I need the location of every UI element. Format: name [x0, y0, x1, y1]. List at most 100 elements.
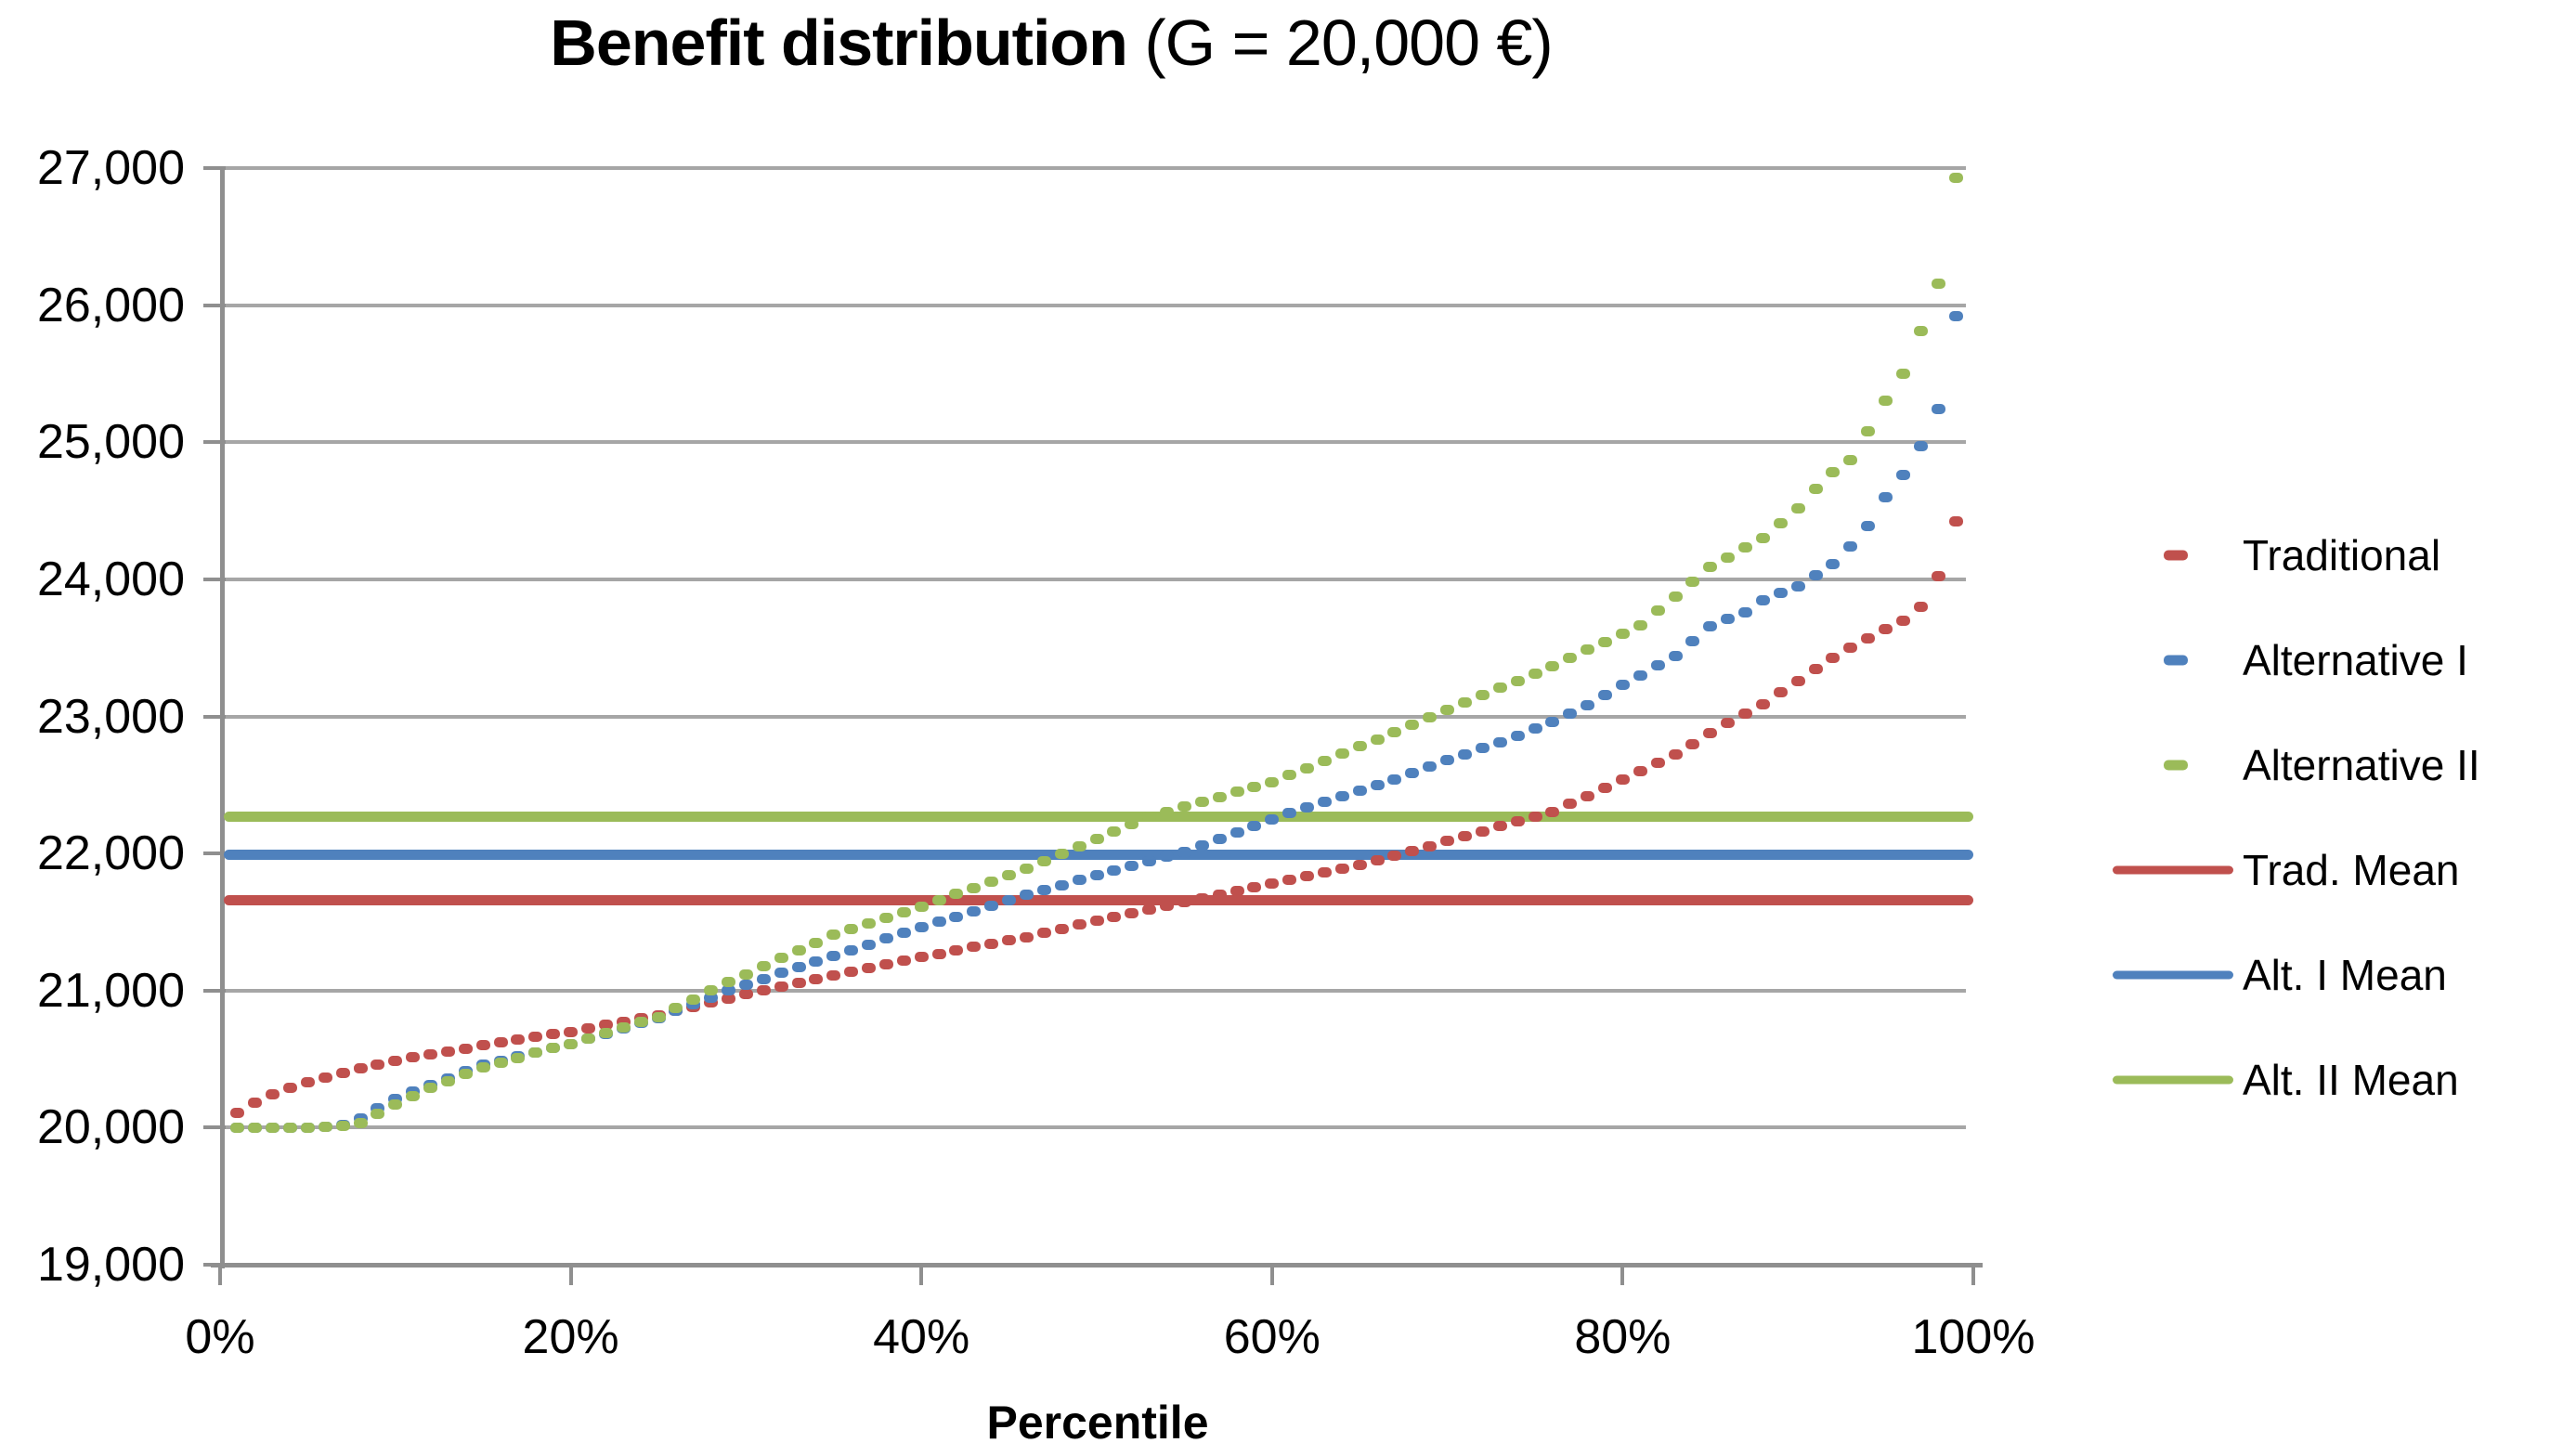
series-point-alternative-i: [1405, 767, 1420, 778]
legend-label: Alt. II Mean: [2243, 1056, 2459, 1104]
series-point-traditional: [1650, 758, 1665, 769]
series-point-traditional: [423, 1048, 438, 1060]
chart-title-units: (G = 20,000 €): [1126, 6, 1553, 79]
x-tick-label-0: 0%: [185, 1310, 255, 1364]
legend-label: Alternative I: [2243, 636, 2468, 684]
legend-dash-marker-icon: [2164, 760, 2188, 771]
series-point-alternative-i: [1089, 870, 1104, 881]
series-point-alternative-i: [1808, 569, 1823, 580]
series-point-alternative-i: [1721, 614, 1736, 625]
series-point-alternative-i: [826, 950, 841, 961]
series-point-alternative-i: [1931, 404, 1945, 415]
legend-label: Trad. Mean: [2243, 846, 2460, 894]
series-point-traditional: [1036, 928, 1051, 939]
series-point-traditional: [1633, 766, 1647, 777]
series-point-alternative-ii: [1142, 812, 1157, 823]
gridline-24000: [220, 577, 1966, 581]
series-point-alternative-i: [1843, 540, 1858, 552]
series-point-traditional: [283, 1083, 298, 1094]
series-point-alternative-ii: [791, 944, 806, 956]
series-point-alternative-i: [1387, 774, 1402, 785]
series-point-alternative-ii: [335, 1120, 350, 1131]
series-point-alternative-ii: [1405, 719, 1420, 730]
series-point-alternative-ii: [1247, 782, 1262, 793]
series-point-alternative-ii: [1036, 855, 1051, 866]
series-point-alternative-ii: [738, 968, 753, 980]
series-point-alternative-ii: [1229, 786, 1244, 798]
series-point-alternative-i: [1142, 856, 1157, 867]
series-point-alternative-i: [1598, 690, 1613, 701]
series-point-traditional: [458, 1043, 473, 1054]
y-tick-label-27000: 27,000: [36, 141, 185, 195]
series-point-alternative-ii: [984, 876, 999, 887]
y-tick-22000: [203, 852, 226, 856]
y-tick-label-24000: 24,000: [36, 552, 185, 606]
series-point-alternative-i: [756, 973, 771, 984]
series-point-traditional: [1738, 708, 1753, 720]
series-point-alternative-ii: [511, 1052, 526, 1063]
series-point-alternative-i: [914, 922, 929, 933]
series-point-traditional: [1282, 875, 1297, 886]
gridline-21000: [220, 988, 1966, 993]
series-point-traditional: [300, 1077, 315, 1088]
series-point-alternative-ii: [266, 1122, 280, 1133]
series-point-traditional: [1334, 864, 1349, 875]
series-point-alternative-i: [1002, 894, 1017, 905]
series-point-traditional: [528, 1032, 543, 1043]
series-point-alternative-ii: [809, 937, 824, 948]
series-point-traditional: [1440, 836, 1455, 847]
series-point-alternative-i: [1826, 559, 1841, 570]
series-point-traditional: [616, 1016, 631, 1027]
series-point-traditional: [1598, 782, 1613, 793]
series-point-traditional: [1808, 664, 1823, 675]
series-point-alternative-i: [1352, 785, 1367, 796]
series-point-alternative-i: [878, 933, 893, 944]
series-point-alternative-ii: [914, 902, 929, 913]
series-point-alternative-ii: [1002, 869, 1017, 880]
series-point-alternative-i: [1633, 670, 1647, 681]
series-point-traditional: [1826, 652, 1841, 663]
series-point-traditional: [1563, 799, 1578, 810]
series-point-traditional: [1229, 886, 1244, 897]
series-point-traditional: [949, 944, 964, 956]
series-point-alternative-ii: [1843, 454, 1858, 465]
series-point-alternative-ii: [1948, 172, 1963, 183]
series-point-traditional: [774, 981, 788, 992]
series-point-alternative-ii: [1160, 806, 1175, 817]
series-point-alternative-i: [862, 939, 877, 950]
series-point-traditional: [738, 988, 753, 999]
series-point-traditional: [1721, 718, 1736, 729]
series-point-traditional: [1843, 643, 1858, 654]
x-axis-title: Percentile: [986, 1397, 1209, 1449]
series-point-alternative-ii: [1125, 819, 1139, 830]
y-tick-27000: [203, 166, 226, 170]
series-point-alternative-ii: [1598, 636, 1613, 647]
y-tick-21000: [203, 988, 226, 993]
series-point-traditional: [1352, 860, 1367, 871]
series-point-traditional: [1247, 882, 1262, 893]
series-point-traditional: [1405, 845, 1420, 856]
legend-label: Traditional: [2243, 531, 2441, 579]
gridline-20000: [220, 1125, 1966, 1130]
series-point-traditional: [967, 942, 982, 953]
series-point-alternative-ii: [844, 924, 859, 935]
series-point-alternative-ii: [704, 985, 719, 996]
series-point-alternative-ii: [1107, 826, 1122, 838]
legend-dash-marker-icon: [2164, 655, 2188, 666]
series-point-traditional: [722, 993, 736, 1004]
series-point-alternative-ii: [1685, 576, 1700, 587]
series-point-alternative-ii: [1808, 483, 1823, 494]
series-point-traditional: [931, 948, 946, 959]
series-point-traditional: [318, 1072, 332, 1084]
series-point-traditional: [1528, 812, 1542, 823]
series-point-alternative-ii: [283, 1122, 298, 1133]
legend-label: Alt. I Mean: [2243, 951, 2447, 999]
series-point-traditional: [984, 938, 999, 949]
series-point-alternative-i: [1563, 708, 1578, 720]
y-tick-19000: [203, 1263, 226, 1267]
gridline-26000: [220, 303, 1966, 307]
series-point-alternative-i: [1125, 861, 1139, 872]
series-point-alternative-i: [1650, 660, 1665, 671]
series-point-traditional: [1668, 749, 1683, 760]
series-point-traditional: [1194, 893, 1209, 904]
